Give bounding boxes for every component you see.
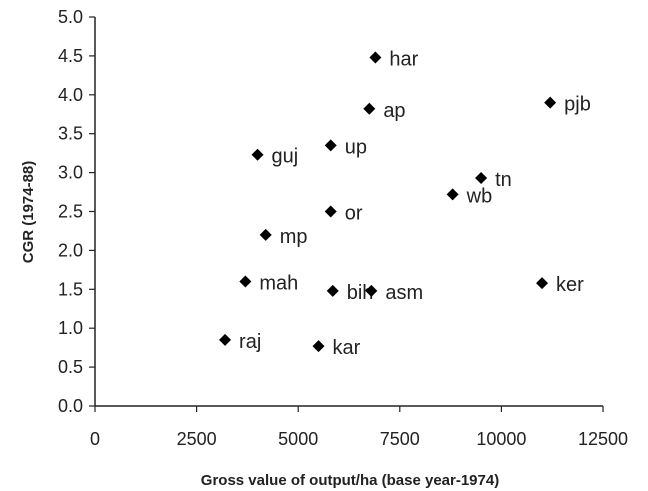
x-tick-label: 12500 [578,429,628,449]
y-tick-label: 3.0 [58,163,83,183]
point-label-mp: mp [280,226,308,248]
y-tick-label: 2.0 [58,240,83,260]
x-tick-label: 10000 [476,429,526,449]
y-tick-label: 0.5 [58,357,83,377]
point-label-wb: wb [466,185,493,207]
data-point-ap [363,102,376,115]
point-label-kar: kar [333,337,361,359]
point-label-mah: mah [259,273,298,295]
y-tick-label: 3.5 [58,124,83,144]
y-tick-label: 5.0 [58,7,83,27]
data-point-ker [536,277,549,290]
data-point-tn [475,172,488,185]
x-tick-label: 2500 [177,429,217,449]
y-tick-label: 1.0 [58,318,83,338]
y-axis-title: CGR (1974-88) [20,161,37,264]
point-label-ker: ker [556,274,584,296]
point-label-bih: bih [347,282,374,304]
x-axis-title: Gross value of output/ha (base year-1974… [201,472,499,489]
data-point-asm [365,284,378,297]
point-label-ap: ap [383,100,405,122]
y-tick-label: 1.5 [58,279,83,299]
data-point-guj [251,148,264,161]
y-tick-label: 4.5 [58,46,83,66]
x-tick-label: 5000 [278,429,318,449]
point-label-har: har [389,48,418,70]
data-point-up [324,139,337,152]
data-point-mp [259,228,272,241]
point-label-tn: tn [495,169,512,191]
data-point-mah [239,275,252,288]
data-point-or [324,205,337,218]
x-tick-label: 7500 [380,429,420,449]
x-axis-ticks: 0 2500 5000 7500 10000 12500 [90,406,628,449]
y-tick-label: 4.0 [58,85,83,105]
point-label-up: up [345,136,367,158]
point-label-guj: guj [272,146,299,168]
data-point-har [369,51,382,64]
data-point-wb [446,188,459,201]
data-point-pjb [544,96,557,109]
x-tick-label: 0 [90,429,100,449]
point-label-or: or [345,203,363,225]
data-point-kar [312,340,325,353]
y-tick-label: 2.5 [58,202,83,222]
data-point-raj [219,333,232,346]
point-label-asm: asm [385,282,423,304]
point-label-raj: raj [239,331,261,353]
y-axis-ticks: 0.0 0.5 1.0 1.5 2.0 2.5 3.0 3.5 4.0 4.5 5.0 [58,7,95,416]
point-label-pjb: pjb [564,94,591,116]
data-point-bih [326,284,339,297]
y-tick-label: 0.0 [58,396,83,416]
